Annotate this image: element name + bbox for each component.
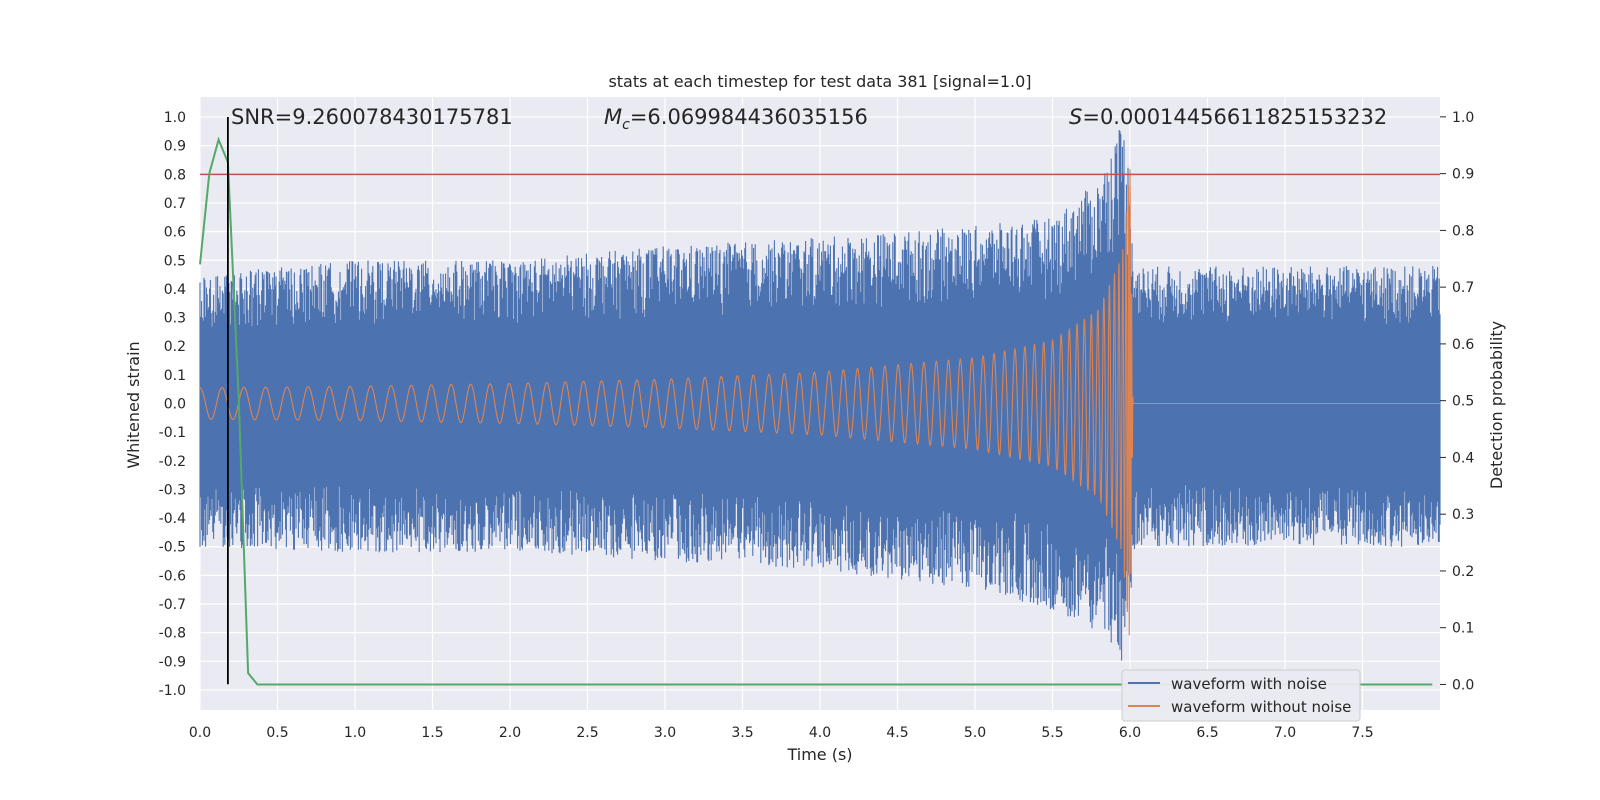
s-annotation: S=0.00014456611825153232: [1069, 105, 1387, 129]
y-left-tick-label: -0.3: [159, 482, 186, 498]
s-value: =0.00014456611825153232: [1082, 105, 1387, 129]
y-right-tick-label: 0.7: [1452, 280, 1474, 296]
y-right-tick-label: 0.4: [1452, 450, 1474, 466]
x-tick-label: 5.5: [1041, 725, 1063, 741]
y-left-tick-label: 0.6: [164, 225, 186, 241]
y-left-tick-label: 0.5: [164, 253, 186, 269]
mc-annotation: Mc=6.069984436035156: [604, 105, 868, 133]
y-axis-right: 1.0 0.9 0.8 0.7 0.6 0.5 0.4 0.3 0.2 0.1 0.0: [1440, 110, 1474, 693]
series-waveform-without-noise: [199, 169, 1440, 636]
y-left-tick-label: 1.0: [164, 110, 186, 126]
y-right-tick-label: 0.5: [1452, 394, 1474, 410]
y-left-tick-label: 0.4: [164, 282, 186, 298]
y-left-tick-label: 0.7: [164, 196, 186, 212]
legend-label-noise: waveform with noise: [1171, 675, 1327, 693]
x-tick-label: 0.0: [189, 725, 211, 741]
snr-annotation: SNR=9.260078430175781: [231, 105, 513, 129]
y-right-tick-label: 0.2: [1452, 564, 1474, 580]
mc-value: =6.069984436035156: [630, 105, 868, 129]
y-left-tick-label: 0.2: [164, 339, 186, 355]
s-symbol: S: [1069, 105, 1082, 129]
y-left-tick-label: -0.9: [159, 654, 186, 670]
x-tick-label: 5.0: [964, 725, 986, 741]
y-right-tick-label: 0.8: [1452, 223, 1474, 239]
y-left-tick-label: 0.0: [164, 397, 186, 413]
legend-box: [1121, 669, 1361, 722]
y-axis-label-right: Detection probability: [1487, 321, 1506, 489]
y-axis-label-left: Whitened strain: [124, 341, 143, 468]
mc-subscript: c: [622, 117, 630, 133]
x-tick-label: 2.5: [576, 725, 598, 741]
x-tick-label: 4.0: [809, 725, 831, 741]
y-right-tick-label: 0.3: [1452, 507, 1474, 523]
x-axis: 0.0 0.5 1.0 1.5 2.0 2.5 3.0 3.5 4.0 4.5 5.0 5.5 6.0 6…: [189, 725, 1374, 741]
y-left-tick-label: -0.6: [159, 568, 186, 584]
legend-label-clean: waveform without noise: [1171, 698, 1351, 716]
overlay-layer: [199, 117, 1440, 686]
y-left-tick-label: 0.3: [164, 311, 186, 327]
y-left-tick-label: 0.8: [164, 167, 186, 183]
x-tick-label: 7.0: [1274, 725, 1296, 741]
x-tick-label: 6.5: [1196, 725, 1218, 741]
x-axis-label: Time (s): [786, 745, 852, 764]
mc-symbol: M: [604, 105, 622, 129]
y-left-tick-label: -0.7: [159, 597, 186, 613]
x-tick-label: 3.5: [731, 725, 753, 741]
y-left-tick-label: 0.9: [164, 139, 186, 155]
y-left-tick-label: 0.1: [164, 368, 186, 384]
y-left-tick-label: -0.1: [159, 425, 186, 441]
y-right-tick-label: 0.9: [1452, 167, 1474, 183]
x-tick-label: 6.0: [1119, 725, 1141, 741]
x-tick-label: 2.0: [499, 725, 521, 741]
x-tick-label: 3.0: [654, 725, 676, 741]
y-axis-left: 1.0 0.9 0.8 0.7 0.6 0.5 0.4 0.3 0.2 0.1 0.0 -0.1 -0.…: [159, 110, 186, 699]
y-right-tick-label: 1.0: [1452, 110, 1474, 126]
y-left-tick-label: -0.2: [159, 454, 186, 470]
x-tick-label: 0.5: [266, 725, 288, 741]
y-left-tick-label: -1.0: [159, 683, 186, 699]
x-tick-label: 7.5: [1351, 725, 1373, 741]
y-right-tick-label: 0.6: [1452, 337, 1474, 353]
legend: waveform with noise waveform without noi…: [1121, 669, 1361, 722]
y-left-tick-label: -0.5: [159, 540, 186, 556]
y-right-tick-label: 0.0: [1452, 677, 1474, 693]
series-layer: [199, 130, 1441, 661]
y-left-tick-label: -0.4: [159, 511, 186, 527]
x-tick-label: 1.0: [344, 725, 366, 741]
chart-title: stats at each timestep for test data 381…: [608, 72, 1031, 91]
series-detection-probability: [199, 136, 1433, 686]
y-left-tick-label: -0.8: [159, 626, 186, 642]
x-tick-label: 4.5: [886, 725, 908, 741]
x-tick-label: 1.5: [421, 725, 443, 741]
y-right-tick-label: 0.1: [1452, 621, 1474, 637]
